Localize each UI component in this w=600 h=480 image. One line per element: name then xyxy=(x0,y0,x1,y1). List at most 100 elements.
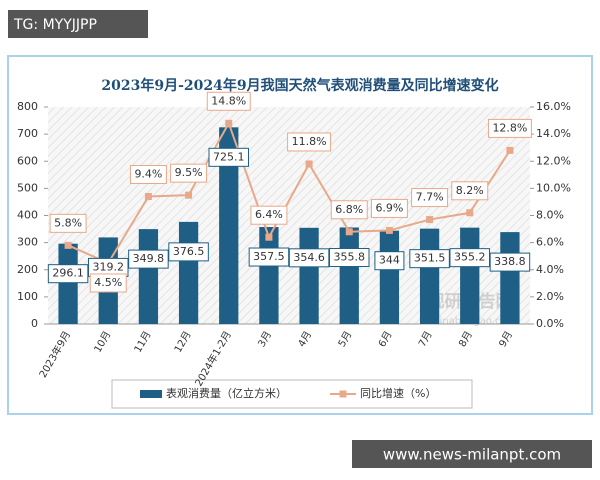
y2-tick-label: 16.0% xyxy=(536,100,571,113)
line-value-label-box xyxy=(170,163,208,183)
bar-value-label: 296.1 xyxy=(52,267,84,280)
line-value-label-box xyxy=(451,181,489,201)
legend-swatch xyxy=(140,390,162,398)
line-marker xyxy=(506,146,514,154)
line-value-label-box xyxy=(487,118,532,138)
y-tick-label: 600 xyxy=(17,154,38,167)
line-marker xyxy=(144,193,152,201)
y-tick-label: 700 xyxy=(17,127,38,140)
y-tick-label: 800 xyxy=(17,100,38,113)
line-marker xyxy=(345,228,353,236)
line-marker xyxy=(305,160,313,168)
bar-value-label: 355.8 xyxy=(334,250,366,263)
y-tick-label: 500 xyxy=(17,181,38,194)
y2-tick-label: 4.0% xyxy=(536,263,564,276)
line-value-label: 9.4% xyxy=(134,168,162,181)
bar xyxy=(259,227,279,324)
y2-tick-label: 2.0% xyxy=(536,290,564,303)
y2-tick-label: 6.0% xyxy=(536,236,564,249)
y2-tick-label: 8.0% xyxy=(536,209,564,222)
bar-value-label-box xyxy=(47,264,89,284)
bar-value-label-box xyxy=(208,147,249,167)
y2-tick-label: 12.0% xyxy=(536,154,571,167)
line-marker xyxy=(426,216,434,224)
overlay-box xyxy=(352,440,592,468)
legend-swatch xyxy=(339,390,347,398)
y2-tick-label: 14.0% xyxy=(536,127,571,140)
bar-value-label-box xyxy=(288,248,330,268)
bar xyxy=(460,227,480,324)
bar xyxy=(500,232,520,324)
line-value-label: 6.4% xyxy=(255,208,283,221)
bar-value-label-box xyxy=(374,251,405,271)
bar-value-label-box xyxy=(329,247,370,267)
y-tick-label: 0 xyxy=(31,317,38,330)
line-value-label: 11.8% xyxy=(292,135,327,148)
line-value-label-box xyxy=(49,213,87,233)
bar xyxy=(419,228,440,324)
overlay-text: TG: MYYJJPP xyxy=(13,17,97,33)
bar-value-label-box xyxy=(489,252,531,272)
line xyxy=(67,120,511,265)
bar-value-label-box xyxy=(248,247,290,267)
line-value-label: 12.8% xyxy=(492,121,527,134)
y-tick-label: 100 xyxy=(17,290,38,303)
legend xyxy=(111,379,473,409)
bar xyxy=(379,230,400,324)
bar xyxy=(178,221,199,324)
bar xyxy=(299,227,319,324)
legend-label: 表观消费量（亿立方米） xyxy=(166,386,287,400)
line-marker xyxy=(64,241,72,249)
y-tick-label: 200 xyxy=(17,263,38,276)
line-marker xyxy=(185,191,193,199)
line-value-label-box xyxy=(287,132,332,152)
line-value-label-box xyxy=(89,273,127,293)
bar-value-label: 319.2 xyxy=(93,260,125,273)
bar-value-label-box xyxy=(409,249,450,269)
bar-value-label: 349.8 xyxy=(133,252,165,265)
line-value-label: 4.5% xyxy=(94,276,122,289)
bar xyxy=(58,243,78,324)
bar xyxy=(138,229,159,324)
y2-tick-label: 10.0% xyxy=(536,181,571,194)
line-marker xyxy=(466,209,474,217)
bar-value-label: 357.5 xyxy=(253,250,285,263)
line-value-label: 7.7% xyxy=(416,191,444,204)
chart-title: 2023年9月-2024年9月我国天然气表观消费量及同比增速变化 xyxy=(101,77,498,94)
bar-value-label: 351.5 xyxy=(414,252,446,265)
line-value-label: 6.9% xyxy=(375,201,403,214)
line-value-label: 9.5% xyxy=(175,166,203,179)
legend-label: 同比增速（%） xyxy=(360,386,436,400)
line-marker xyxy=(225,119,233,127)
line-marker xyxy=(265,233,273,241)
overlay-box xyxy=(8,10,148,38)
bar-value-label: 344 xyxy=(379,254,400,267)
line-value-label: 14.8% xyxy=(211,94,246,107)
y-tick-label: 400 xyxy=(17,209,38,222)
y2-tick-label: 0.0% xyxy=(536,317,564,330)
bar-value-label: 354.6 xyxy=(293,251,325,264)
bar xyxy=(219,127,239,325)
line-value-label: 6.8% xyxy=(335,203,363,216)
bar-value-label: 355.2 xyxy=(454,251,486,264)
bar xyxy=(339,227,359,324)
bar-value-label-box xyxy=(128,249,169,269)
line-value-label: 5.8% xyxy=(54,216,82,229)
line-value-label-box xyxy=(330,200,368,220)
y-tick-label: 300 xyxy=(17,236,38,249)
bar-value-label: 725.1 xyxy=(213,150,245,163)
line-value-label-box xyxy=(250,205,288,225)
line-value-label-box xyxy=(129,165,167,185)
line-value-label-box xyxy=(206,91,251,111)
bar-value-label: 376.5 xyxy=(173,245,205,258)
bar-value-label-box xyxy=(168,242,209,262)
bar-value-label-box xyxy=(449,248,490,268)
line-value-label-box xyxy=(370,198,408,218)
bar-value-label: 338.8 xyxy=(494,255,526,268)
line-marker xyxy=(385,226,393,234)
line-value-label-box xyxy=(411,188,449,208)
line-value-label: 8.2% xyxy=(456,184,484,197)
overlay-text: www.news-milanpt.com xyxy=(383,446,561,464)
